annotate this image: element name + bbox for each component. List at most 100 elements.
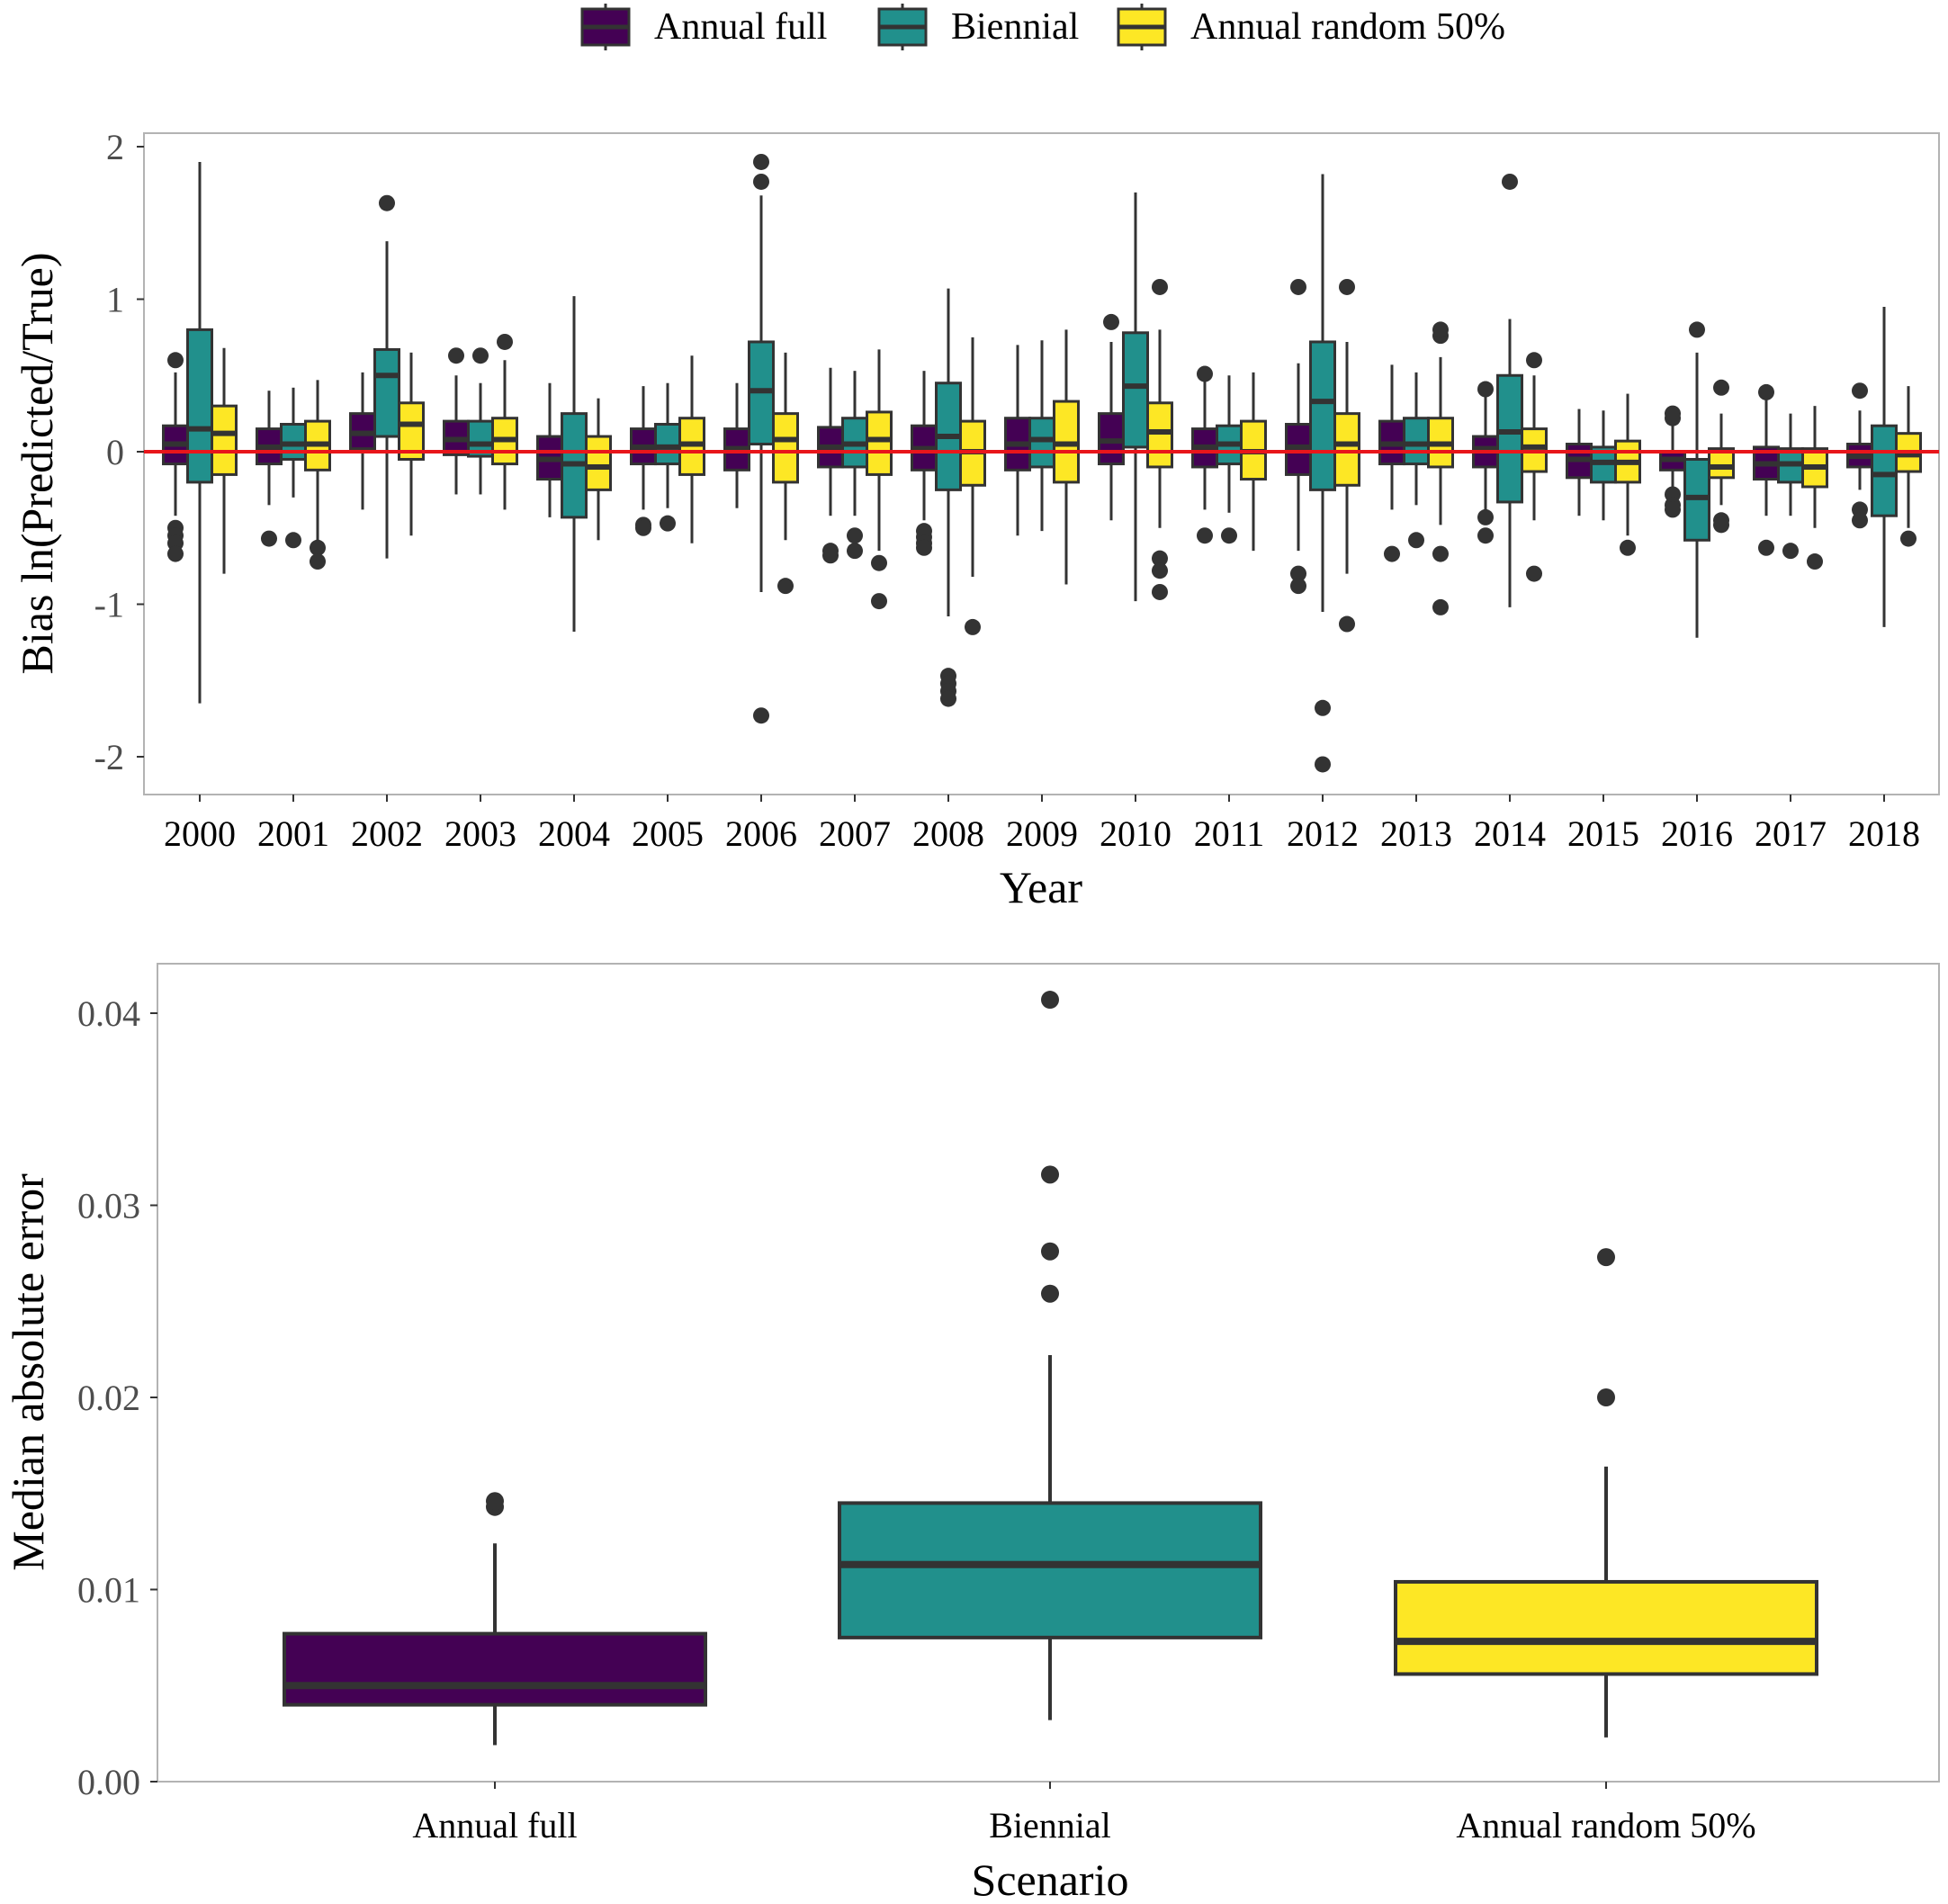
bias-2013-annual-full-outlier-0	[1384, 545, 1400, 562]
mae-biennial-outlier-1	[1041, 1165, 1059, 1184]
bias-2014-biennial-box	[1496, 373, 1523, 504]
bias-2016-biennial-outlier-0	[1689, 321, 1705, 338]
bias-y-tick-label-3: 1	[106, 280, 124, 320]
mae-x-tick-label-annual-full: Annual full	[412, 1805, 577, 1846]
bias-2018-annual-random-50-outlier-0	[1900, 530, 1917, 547]
bias-2013-annual-random-50-outlier-3	[1432, 598, 1449, 615]
bias-2011-biennial-outlier-0	[1221, 527, 1237, 544]
bias-x-tick-label-2011: 2011	[1194, 813, 1265, 854]
bias-2017-annual-full-outlier-1	[1758, 539, 1774, 556]
bias-2006-biennial-outlier-1	[753, 173, 769, 190]
mae-biennial-box	[838, 1501, 1262, 1639]
bias-x-tick-label-2001: 2001	[257, 813, 329, 854]
bias-x-tick-label-2005: 2005	[632, 813, 704, 854]
bias-2009-biennial-box	[1028, 417, 1055, 469]
bias-2002-biennial-outlier-0	[379, 194, 395, 211]
bias-2001-annual-random-50-outlier-1	[310, 553, 326, 570]
bias-2010-annual-random-50-box	[1146, 401, 1173, 469]
bias-boxplots	[144, 153, 1939, 773]
bias-x-tick-label-2010: 2010	[1100, 813, 1171, 854]
bias-y-tick-label-2: 0	[106, 432, 124, 472]
bias-2001-annual-full-outlier-0	[261, 530, 277, 547]
bias-2012-annual-random-50-outlier-1	[1339, 615, 1355, 633]
bias-2012-annual-full-outlier-0	[1290, 278, 1306, 295]
bias-2012-annual-random-50-outlier-0	[1339, 278, 1355, 295]
mae-y-axis-title: Median absolute error	[3, 1173, 53, 1571]
bias-2002-biennial-box	[373, 347, 400, 438]
bias-2008-annual-full-outlier-3	[916, 539, 932, 556]
mae-y-tick-label-3: 0.03	[77, 1186, 140, 1226]
bias-2013-biennial-outlier-0	[1408, 532, 1424, 549]
mae-y-axis: 0.00 0.01 0.02 0.03 0.04	[77, 993, 157, 1802]
bias-2010-annual-full-outlier-0	[1103, 313, 1119, 330]
bias-2006-biennial-outlier-0	[753, 153, 769, 170]
bias-2011-annual-full-outlier-1	[1197, 527, 1213, 544]
bias-2016-annual-random-50-outlier-0	[1713, 379, 1729, 396]
bias-2014-annual-full-outlier-0	[1477, 381, 1494, 398]
bias-2018-annual-full-outlier-0	[1852, 382, 1868, 400]
mae-chart: 0.00 0.01 0.02 0.03 0.04 Annual full Biennial…	[3, 963, 1940, 1904]
mae-y-tick-label-4: 0.04	[77, 993, 140, 1034]
legend-label-annual-full: Annual full	[654, 6, 827, 48]
bias-x-tick-label-2018: 2018	[1848, 813, 1920, 854]
bias-2006-annual-random-50-outlier-0	[777, 578, 794, 595]
bias-x-tick-label-2000: 2000	[164, 813, 236, 854]
mae-x-tick-label-biennial: Biennial	[989, 1805, 1111, 1846]
mae-annual-random-50-box	[1394, 1579, 1818, 1676]
bias-2011-annual-full-outlier-0	[1197, 365, 1213, 382]
bias-2007-annual-full-outlier-1	[822, 547, 839, 564]
bias-2000-biennial-box	[186, 328, 213, 484]
bias-y-tick-label-4: 2	[106, 127, 124, 167]
bias-x-axis: 2000 2001 2002 2003 2004 2005 2006 2007 2008 2009…	[164, 795, 1920, 854]
bias-2007-annual-random-50-box	[866, 410, 893, 476]
bias-x-tick-label-2016: 2016	[1661, 813, 1733, 854]
mae-annual-full-box	[283, 1631, 707, 1707]
bias-2007-annual-random-50-outlier-0	[871, 554, 887, 571]
mae-y-tick-label-0: 0.00	[77, 1762, 140, 1802]
bias-x-tick-label-2013: 2013	[1380, 813, 1452, 854]
bias-2014-annual-random-50-outlier-1	[1526, 565, 1542, 582]
mae-y-tick-label-1: 0.01	[77, 1570, 140, 1611]
bias-2012-biennial-outlier-0	[1315, 699, 1331, 716]
bias-2005-biennial-box	[654, 422, 681, 466]
bias-2018-biennial-box	[1871, 424, 1898, 517]
legend: Annual full Biennial Annual random 50%	[580, 4, 1505, 50]
bias-2012-annual-full-outlier-2	[1290, 578, 1306, 595]
bias-x-tick-label-2007: 2007	[819, 813, 891, 854]
bias-2005-biennial-outlier-0	[660, 515, 676, 532]
bias-2008-annual-random-50-outlier-0	[965, 618, 981, 635]
bias-x-axis-title: Year	[1000, 862, 1082, 912]
bias-2000-annual-full-outlier-0	[167, 352, 184, 369]
bias-x-tick-label-2002: 2002	[351, 813, 423, 854]
bias-2016-annual-full-outlier-1	[1665, 405, 1681, 422]
bias-x-tick-label-2015: 2015	[1567, 813, 1639, 854]
bias-2018-annual-full-outlier-2	[1852, 512, 1868, 529]
mae-x-tick-label-annual-random-50: Annual random 50%	[1456, 1805, 1755, 1846]
bias-y-tick-label-1: -1	[94, 585, 124, 625]
bias-2016-annual-random-50-outlier-2	[1713, 516, 1729, 534]
bias-x-tick-label-2003: 2003	[444, 813, 516, 854]
bias-2001-annual-random-50-outlier-0	[310, 539, 326, 556]
bias-2012-annual-random-50-box	[1333, 412, 1360, 487]
bias-2014-annual-random-50-outlier-0	[1526, 352, 1542, 369]
bias-2003-annual-random-50-outlier-0	[497, 333, 513, 350]
bias-2016-annual-full-outlier-4	[1665, 501, 1681, 518]
bias-2015-annual-random-50-outlier-0	[1620, 539, 1636, 556]
bias-2000-annual-full-outlier-4	[167, 545, 184, 562]
bias-2010-annual-random-50-outlier-1	[1152, 550, 1168, 567]
bias-2012-biennial-box	[1309, 340, 1336, 491]
bias-2014-annual-full-outlier-2	[1477, 527, 1494, 544]
bias-2012-annual-full-outlier-1	[1290, 565, 1306, 582]
bias-2003-biennial-outlier-0	[472, 347, 489, 364]
mae-annual-random-50-outlier-1	[1597, 1388, 1615, 1406]
bias-y-axis: -2 -1 0 1 2	[94, 127, 144, 777]
bias-2012-biennial-outlier-1	[1315, 756, 1331, 773]
mae-annual-random-50-outlier-0	[1597, 1248, 1615, 1267]
bias-2007-biennial-outlier-0	[847, 527, 863, 544]
bias-2007-biennial-outlier-1	[847, 543, 863, 560]
legend-label-annual-random-50: Annual random 50%	[1190, 6, 1505, 48]
bias-2013-annual-random-50-outlier-1	[1432, 321, 1449, 338]
mae-x-axis-title: Scenario	[972, 1855, 1129, 1904]
bias-x-tick-label-2004: 2004	[538, 813, 610, 854]
